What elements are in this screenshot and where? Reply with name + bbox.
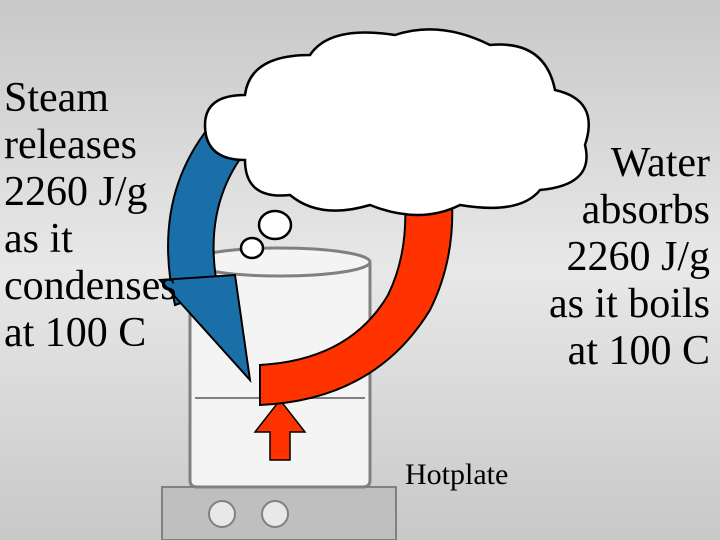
water-boil-text: Water absorbs 2260 J/g as it boils at 10…	[549, 140, 710, 375]
line: condenses	[4, 263, 177, 309]
line: Steam	[4, 75, 109, 121]
hotplate	[162, 487, 396, 540]
line: at 100 C	[568, 328, 710, 374]
line: at 100 C	[4, 310, 146, 356]
cloud-icon	[205, 29, 589, 258]
line: 2260 J/g	[566, 234, 710, 280]
line: releases	[4, 122, 137, 168]
hotplate-label: Hotplate	[405, 458, 508, 492]
line: absorbs	[582, 187, 710, 233]
line: Water	[611, 140, 710, 186]
steam-condense-text: Steam releases 2260 J/g as it condenses …	[4, 75, 177, 357]
line: as it	[4, 216, 73, 262]
line: 2260 J/g	[4, 169, 148, 215]
line: as it boils	[549, 281, 710, 327]
